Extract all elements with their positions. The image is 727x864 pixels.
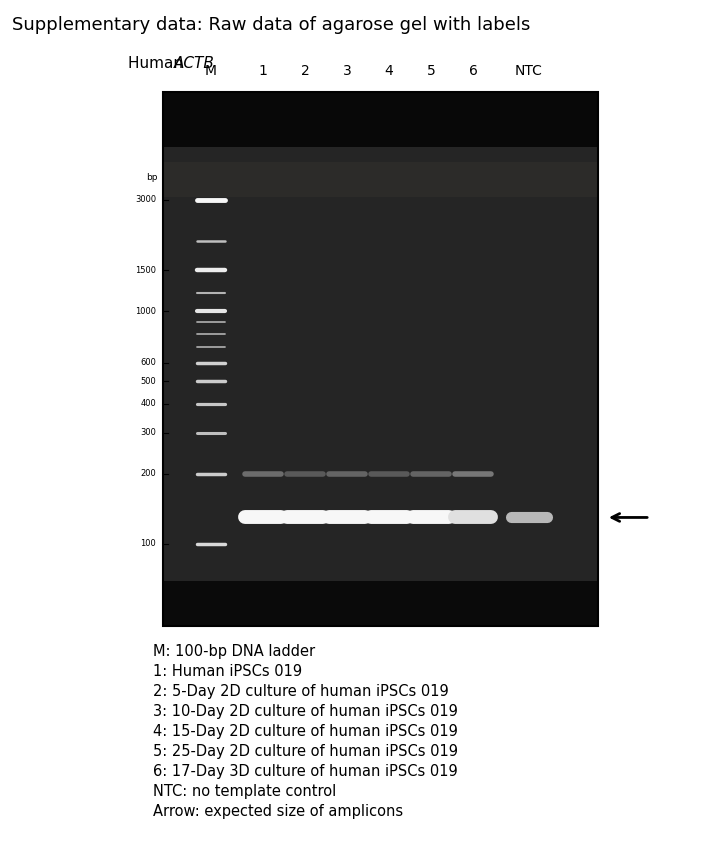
Text: 2: 2 [301, 64, 310, 78]
Text: 1000: 1000 [135, 307, 156, 315]
Text: 5: 5 [427, 64, 435, 78]
Text: 1: 1 [259, 64, 268, 78]
Bar [163, 147, 598, 581]
Text: 6: 6 [469, 64, 478, 78]
Text: 100: 100 [140, 539, 156, 549]
Text: 5: 25-Day 2D culture of human iPSCs 019: 5: 25-Day 2D culture of human iPSCs 019 [153, 744, 458, 759]
Text: M: 100-bp DNA ladder: M: 100-bp DNA ladder [153, 644, 315, 659]
Text: 3: 3 [342, 64, 351, 78]
Text: 600: 600 [140, 359, 156, 367]
Text: 4: 4 [385, 64, 393, 78]
Text: 300: 300 [140, 429, 156, 437]
Text: ACTB: ACTB [174, 56, 215, 71]
Text: Human: Human [128, 56, 188, 71]
Bar [163, 92, 598, 147]
Text: 6: 17-Day 3D culture of human iPSCs 019: 6: 17-Day 3D culture of human iPSCs 019 [153, 764, 458, 779]
Text: 3000: 3000 [135, 195, 156, 205]
Text: 500: 500 [140, 377, 156, 385]
Text: Arrow: expected size of amplicons: Arrow: expected size of amplicons [153, 804, 403, 819]
Text: 200: 200 [140, 469, 156, 479]
Bar [163, 162, 598, 197]
Text: 400: 400 [140, 399, 156, 409]
Text: 3: 10-Day 2D culture of human iPSCs 019: 3: 10-Day 2D culture of human iPSCs 019 [153, 704, 458, 719]
Text: Supplementary data: Raw data of agarose gel with labels: Supplementary data: Raw data of agarose … [12, 16, 531, 34]
Text: NTC: NTC [515, 64, 543, 78]
Text: bp: bp [147, 174, 158, 182]
Text: 1500: 1500 [135, 265, 156, 275]
Text: 2: 5-Day 2D culture of human iPSCs 019: 2: 5-Day 2D culture of human iPSCs 019 [153, 684, 449, 699]
Text: 4: 15-Day 2D culture of human iPSCs 019: 4: 15-Day 2D culture of human iPSCs 019 [153, 724, 458, 739]
Text: NTC: no template control: NTC: no template control [153, 784, 337, 799]
Bar [163, 581, 598, 626]
Bar [163, 92, 598, 626]
Text: M: M [205, 64, 217, 78]
Text: 1: Human iPSCs 019: 1: Human iPSCs 019 [153, 664, 302, 679]
